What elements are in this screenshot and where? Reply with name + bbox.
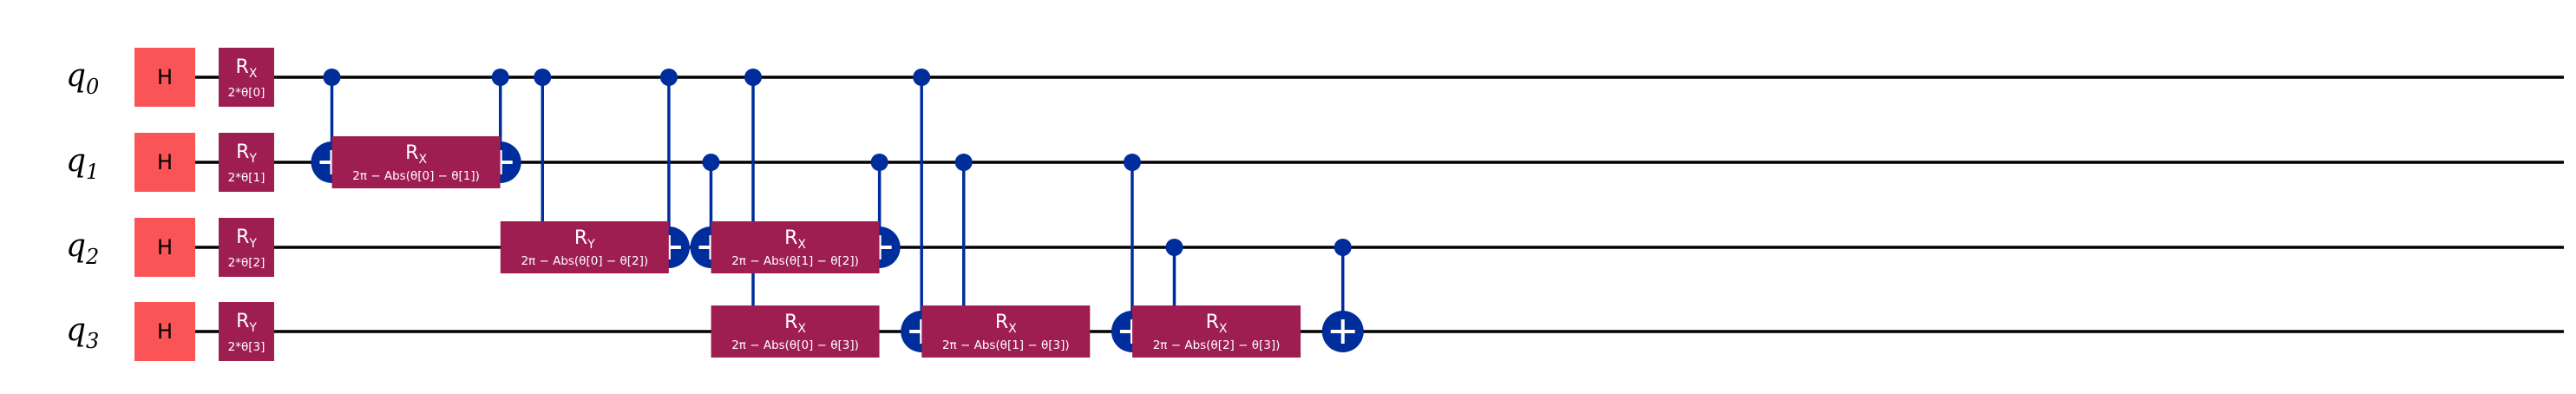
rotation-gate-parameter: 2π − Abs(θ[2] − θ[3]) <box>1153 338 1281 352</box>
qubit-label: q3 <box>66 312 99 353</box>
rotation-gate <box>1132 305 1301 358</box>
rotation-gate-base: R <box>574 227 587 249</box>
cnot-control-dot <box>1334 239 1352 256</box>
cnot-control-dot <box>659 69 678 86</box>
rotation-gate-parameter: 2π − Abs(θ[0] − θ[3]) <box>731 338 859 352</box>
qubit-label-name: q <box>66 143 86 179</box>
qubit-label-name: q <box>66 312 86 348</box>
qubit-label-name: q <box>66 228 86 264</box>
rotation-gate-base: R <box>784 227 797 249</box>
rotation-gate-parameter: 2π − Abs(θ[0] − θ[1]) <box>352 169 480 183</box>
qubit-label-index: 2 <box>85 245 99 269</box>
rotation-gate-axis: Y <box>587 238 595 252</box>
h-gate <box>134 218 195 277</box>
rotation-gate-base: R <box>1206 312 1219 333</box>
qubit-label-name: q <box>66 58 86 94</box>
rotation-gate-base: R <box>236 227 249 248</box>
rotation-gate-axis: X <box>1008 322 1017 336</box>
h-gate <box>134 48 195 107</box>
rotation-gate-name: RY <box>236 141 257 166</box>
rotation-gate-parameter: 2π − Abs(θ[1] − θ[3]) <box>942 338 1070 352</box>
rotation-gate-name: RX <box>784 312 806 336</box>
qubit-label: q0 <box>66 58 99 99</box>
rotation-gate-name: RY <box>236 311 257 335</box>
rotation-gate <box>219 48 274 107</box>
rotation-gate <box>219 218 274 277</box>
h-gate <box>134 302 195 361</box>
rotation-gate-parameter: 2*θ[3] <box>228 340 265 354</box>
rotation-gate-axis: X <box>249 67 258 81</box>
qubit-label-index: 1 <box>86 160 99 184</box>
rotation-gate-name: RX <box>784 227 806 252</box>
cnot-control-dot <box>954 154 973 171</box>
rotation-gate-base: R <box>236 56 249 78</box>
h-gate-label: H <box>157 65 173 89</box>
rotation-gate-name: RY <box>236 227 257 251</box>
rotation-gate-parameter: 2*θ[1] <box>228 171 265 185</box>
rotation-gate-axis: Y <box>248 321 257 335</box>
rotation-gate-axis: Y <box>248 152 257 166</box>
rotation-gate-axis: X <box>797 322 806 336</box>
cnot-control-dot <box>913 69 931 86</box>
rotation-gate-name: RX <box>1206 312 1228 336</box>
rotation-gate <box>921 305 1091 358</box>
rotation-gate-axis: X <box>797 238 806 252</box>
rotation-gate-axis: Y <box>248 237 257 251</box>
single-qubit-gates: HHHHRX2*θ[0]RY2*θ[1]RY2*θ[2]RY2*θ[3]RX2π… <box>134 48 1301 361</box>
cnot-control-dot <box>744 69 762 86</box>
rotation-gate-base: R <box>995 312 1008 333</box>
cnot-control-dot <box>1123 154 1141 171</box>
cnot-control-dot <box>491 69 509 86</box>
rotation-gate <box>219 302 274 361</box>
qubit-label: q1 <box>66 143 99 184</box>
rotation-gate-axis: X <box>418 153 427 167</box>
qubit-label-index: 0 <box>86 75 99 99</box>
rotation-gate-name: RX <box>995 312 1017 336</box>
h-gate <box>134 133 195 192</box>
rotation-gate-axis: X <box>1219 322 1228 336</box>
rotation-gate-name: RX <box>405 142 427 167</box>
rotation-gate-parameter: 2π − Abs(θ[1] − θ[2]) <box>731 254 859 268</box>
rotation-gate-name: RX <box>236 56 258 81</box>
cnot-control-dot <box>702 154 720 171</box>
rotation-gate-name: RY <box>574 227 595 252</box>
rotation-gate-parameter: 2*θ[2] <box>228 256 265 270</box>
cnot-control-dot <box>870 154 888 171</box>
rotation-gate-base: R <box>405 142 418 164</box>
h-gate-label: H <box>157 319 173 344</box>
rotation-gate <box>219 133 274 192</box>
h-gate-label: H <box>157 150 173 174</box>
rotation-gate <box>711 221 880 273</box>
cnot-control-dot <box>1165 239 1183 256</box>
rotation-gate <box>331 136 501 188</box>
rotation-gate-base: R <box>236 311 249 332</box>
rotation-gate-parameter: 2π − Abs(θ[0] − θ[2]) <box>521 254 648 268</box>
cnot-control-dot <box>323 69 341 86</box>
rotation-gate-base: R <box>236 141 249 163</box>
h-gate-label: H <box>157 235 173 259</box>
qubit-label: q2 <box>66 228 99 269</box>
cnot-control-dot <box>534 69 552 86</box>
rotation-gate-parameter: 2*θ[0] <box>228 86 265 100</box>
qubit-label-index: 3 <box>86 329 99 353</box>
rotation-gate <box>711 305 880 358</box>
rotation-gate <box>500 221 669 273</box>
rotation-gate-base: R <box>784 312 797 333</box>
